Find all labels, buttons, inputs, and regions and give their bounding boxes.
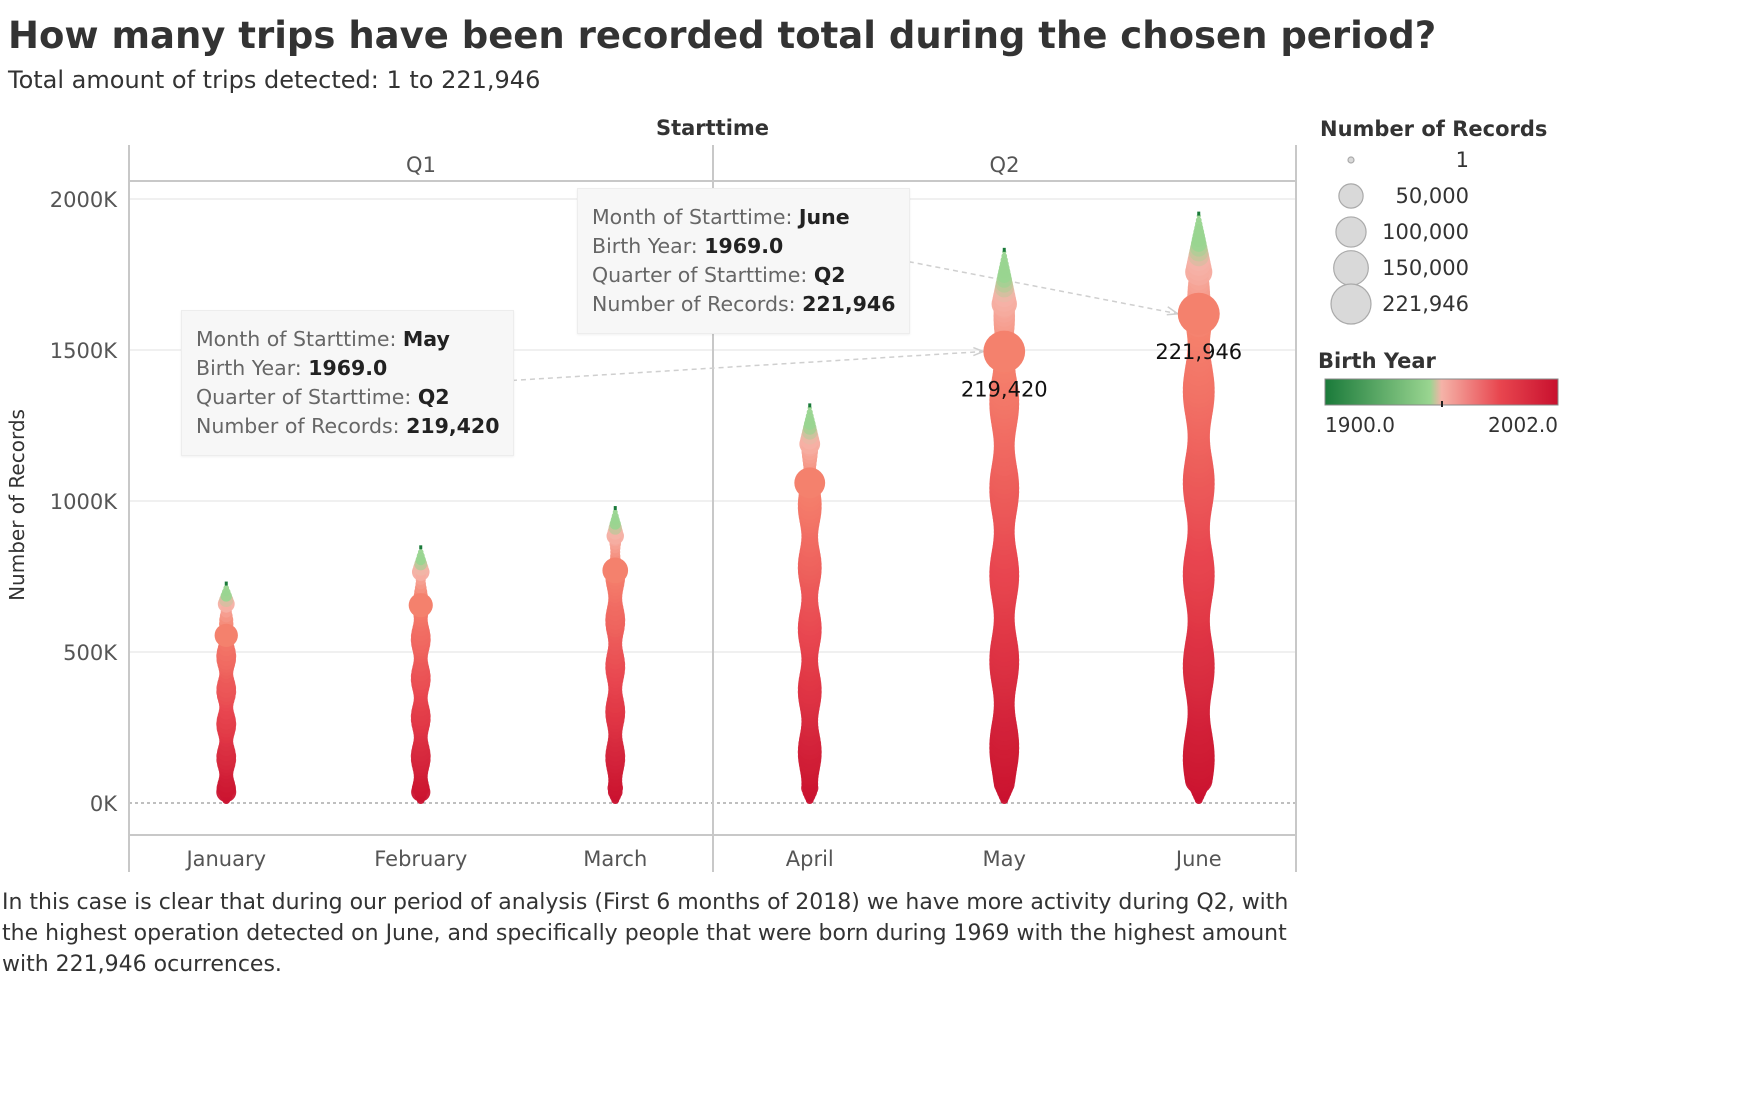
tooltip-key: Month of Starttime: — [592, 205, 793, 229]
bubble-mark — [1195, 217, 1202, 223]
x-tick-label: June — [1174, 847, 1222, 871]
data-label: 219,420 — [961, 377, 1048, 401]
size-legend-label: 1 — [1456, 148, 1469, 172]
tooltip-june: Month of Starttime: June Birth Year: 196… — [577, 188, 911, 334]
tooltip-arrowhead — [1166, 306, 1180, 316]
x-tick-label: February — [374, 847, 467, 871]
bubble-mark — [1001, 253, 1008, 259]
data-labels: 219,420 221,946 — [961, 340, 1242, 402]
bubble-mark-1969 — [214, 623, 238, 648]
size-legend-circle — [1333, 250, 1369, 286]
color-legend-title: Birth Year — [1318, 349, 1437, 373]
tooltip-may: Month of Starttime: May Birth Year: 1969… — [181, 310, 515, 456]
footer-note: In this case is clear that during our pe… — [2, 890, 1289, 977]
bubble-mark — [417, 549, 424, 555]
color-legend-min: 1900.0 — [1325, 413, 1395, 437]
bubble-column-may — [983, 247, 1026, 804]
bubble-mark-oldest — [419, 545, 423, 550]
bubble-mark-1969 — [794, 467, 826, 499]
tooltip-value: June — [798, 205, 850, 229]
x-tick-label: May — [983, 847, 1026, 871]
size-legend-circle — [1338, 183, 1364, 209]
size-legend-title: Number of Records — [1320, 117, 1547, 141]
y-tick-label: 500K — [63, 641, 118, 665]
size-legend-circle — [1347, 156, 1355, 164]
color-legend-bar — [1324, 378, 1559, 406]
size-legend-circle — [1335, 216, 1367, 248]
y-tick-label: 1000K — [50, 490, 118, 514]
axes: 0K 500K 1000K 1500K 2000K Number of Records Ja… — [5, 188, 1222, 871]
tooltip-value: Q2 — [417, 385, 450, 409]
size-legend-circle — [1330, 283, 1372, 325]
tooltip-value: 1969.0 — [704, 234, 784, 258]
column-header-title: Starttime — [656, 116, 769, 140]
bubble-column-june — [1177, 211, 1220, 804]
tooltip-value: 221,946 — [802, 292, 896, 316]
bubble-column-april — [794, 403, 826, 804]
y-tick-label: 2000K — [50, 188, 118, 212]
chart-subtitle: Total amount of trips detected: 1 to 221… — [8, 66, 541, 94]
bubble-mark-1969 — [408, 593, 433, 618]
tooltip-key: Birth Year: — [196, 356, 302, 380]
tooltip-key: Birth Year: — [592, 234, 698, 258]
bubble-mark-oldest — [613, 506, 617, 511]
tooltip-row: Number of Records: 221,946 — [592, 290, 895, 319]
data-label: 221,946 — [1155, 340, 1242, 364]
bubble-mark-1969 — [1177, 292, 1220, 335]
bubble-mark-oldest — [1197, 211, 1201, 216]
bubble-mark-1969 — [602, 557, 629, 584]
tooltip-row: Number of Records: 219,420 — [196, 412, 499, 441]
tooltip-key: Number of Records: — [592, 292, 796, 316]
x-tick-label: April — [786, 847, 834, 871]
size-legend-label: 150,000 — [1382, 256, 1469, 280]
tooltip-key: Month of Starttime: — [196, 327, 397, 351]
tooltip-arrowhead — [973, 346, 986, 357]
bubble-column-february — [408, 545, 433, 804]
y-axis-label: Number of Records — [5, 409, 29, 601]
tooltip-row: Birth Year: 1969.0 — [196, 354, 499, 383]
tooltip-row: Month of Starttime: May — [196, 325, 499, 354]
tooltip-leader-june — [899, 259, 1178, 315]
tooltip-value: Q2 — [813, 263, 846, 287]
size-legend-label: 221,946 — [1382, 292, 1469, 316]
tooltip-key: Number of Records: — [196, 414, 400, 438]
tooltip-row: Month of Starttime: June — [592, 203, 895, 232]
bubble-mark-oldest — [808, 403, 812, 408]
tooltip-row: Quarter of Starttime: Q2 — [592, 261, 895, 290]
color-legend-max: 2002.0 — [1488, 413, 1558, 437]
bubble-mark-oldest — [224, 581, 228, 586]
x-tick-label: January — [184, 847, 266, 871]
tooltip-value: 219,420 — [406, 414, 500, 438]
tooltip-key: Quarter of Starttime: — [592, 263, 808, 287]
tooltip-value: May — [402, 327, 450, 351]
bubble-mark-1969 — [983, 330, 1026, 373]
tooltip-row: Birth Year: 1969.0 — [592, 232, 895, 261]
tooltip-row: Quarter of Starttime: Q2 — [196, 383, 499, 412]
bubble-column-march — [602, 506, 629, 804]
y-tick-label: 1500K — [50, 339, 118, 363]
y-tick-label: 0K — [90, 792, 118, 816]
bubble-column-january — [214, 581, 238, 804]
bubble-columns — [214, 211, 1220, 804]
column-headers: Starttime Q1 Q2 — [406, 116, 1019, 177]
quarter-label: Q1 — [406, 153, 436, 177]
bubble-mark — [806, 408, 813, 416]
chart-title: How many trips have been recorded total … — [8, 14, 1437, 57]
tooltip-value: 1969.0 — [308, 356, 388, 380]
bubble-mark — [611, 512, 619, 520]
legends: Number of Records150,000100,000150,00022… — [1318, 117, 1559, 437]
bubble-mark — [223, 585, 230, 591]
chart-area: Starttime Q1 Q2 0K 500K 1000K 1500K 2000K Numbe… — [5, 116, 1559, 872]
x-tick-label: March — [583, 847, 647, 871]
bubble-mark — [416, 552, 425, 560]
size-legend-label: 50,000 — [1396, 184, 1469, 208]
bubble-mark-oldest — [1002, 247, 1006, 252]
size-legend-label: 100,000 — [1382, 220, 1469, 244]
tooltip-leader-may — [502, 350, 984, 382]
tooltip-key: Quarter of Starttime: — [196, 385, 412, 409]
quarter-label: Q2 — [990, 153, 1020, 177]
bubble-mark — [612, 509, 618, 515]
